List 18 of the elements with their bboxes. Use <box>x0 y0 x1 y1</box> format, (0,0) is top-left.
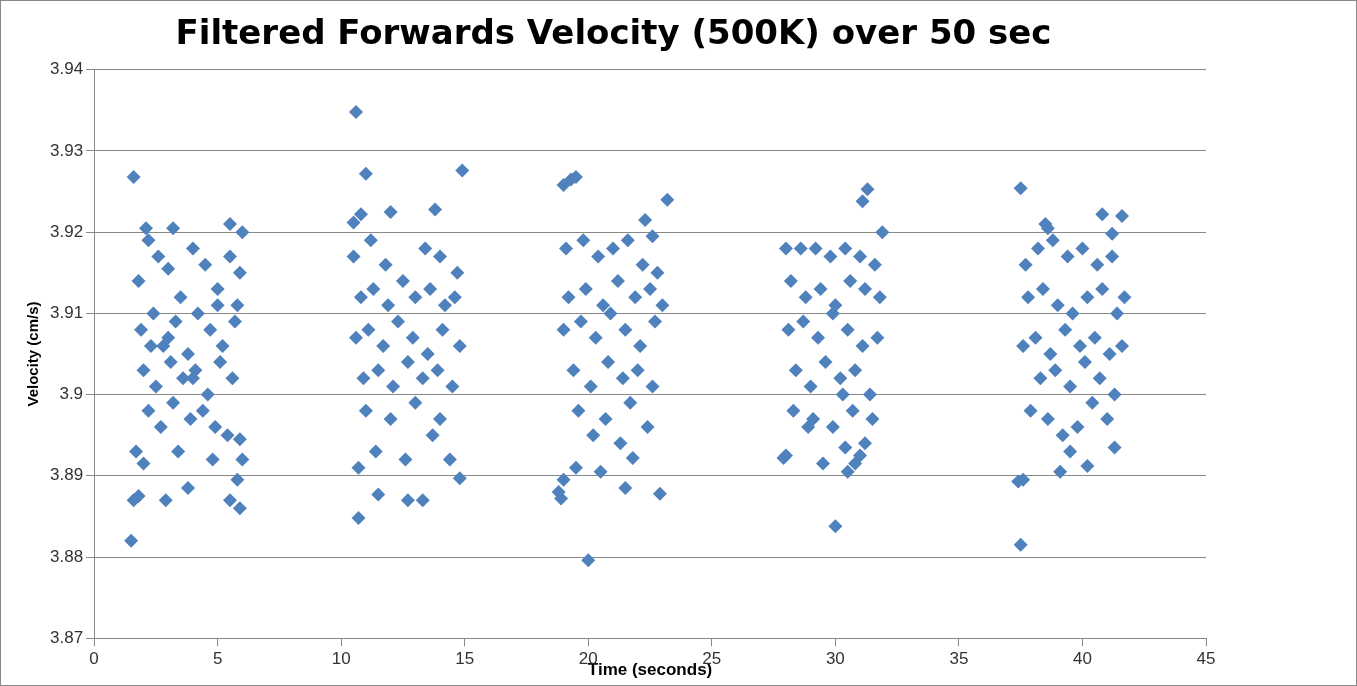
y-tick-label: 3.91 <box>49 303 84 323</box>
x-tick-label: 10 <box>331 649 351 669</box>
y-tick-label: 3.94 <box>49 59 84 79</box>
x-tick-label: 35 <box>949 649 969 669</box>
y-tick-label: 3.9 <box>59 384 84 404</box>
y-axis-title: Velocity (cm/s) <box>24 301 42 407</box>
x-tick-label: 40 <box>1072 649 1092 669</box>
y-tick-label: 3.92 <box>49 221 84 241</box>
x-tick-label: 5 <box>212 649 223 669</box>
x-tick-label: 15 <box>455 649 475 669</box>
x-tick-label: 45 <box>1196 649 1216 669</box>
y-tick-label: 3.93 <box>49 140 84 160</box>
chart-title: Filtered Forwards Velocity (500K) over 50 sec <box>175 12 1052 53</box>
y-tick-label: 3.88 <box>49 546 84 566</box>
x-tick-label: 30 <box>825 649 845 669</box>
y-tick-label: 3.89 <box>49 465 84 485</box>
y-tick-label: 3.87 <box>49 627 84 647</box>
x-tick-label: 0 <box>89 649 99 669</box>
